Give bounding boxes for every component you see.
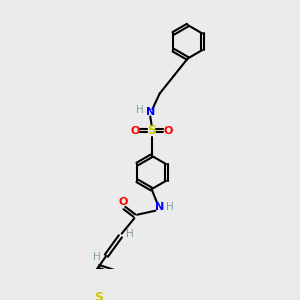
Text: H: H — [126, 229, 134, 239]
Text: N: N — [146, 107, 155, 117]
Text: N: N — [154, 202, 164, 212]
Text: S: S — [147, 124, 156, 137]
Text: H: H — [166, 202, 173, 212]
Text: O: O — [118, 197, 128, 207]
Text: S: S — [94, 291, 103, 300]
Text: H: H — [93, 252, 101, 262]
Text: O: O — [130, 126, 140, 136]
Text: O: O — [164, 126, 173, 136]
Text: H: H — [136, 105, 144, 115]
